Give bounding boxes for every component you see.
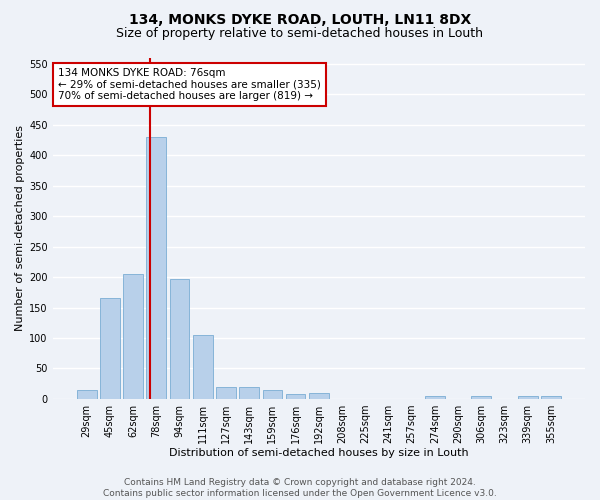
Bar — [216, 387, 236, 399]
Bar — [263, 390, 282, 399]
Text: 134 MONKS DYKE ROAD: 76sqm
← 29% of semi-detached houses are smaller (335)
70% o: 134 MONKS DYKE ROAD: 76sqm ← 29% of semi… — [58, 68, 321, 101]
Text: 134, MONKS DYKE ROAD, LOUTH, LN11 8DX: 134, MONKS DYKE ROAD, LOUTH, LN11 8DX — [129, 12, 471, 26]
Bar — [123, 274, 143, 399]
Bar — [309, 393, 329, 399]
X-axis label: Distribution of semi-detached houses by size in Louth: Distribution of semi-detached houses by … — [169, 448, 469, 458]
Bar — [100, 298, 120, 399]
Bar — [541, 396, 561, 399]
Bar — [170, 279, 190, 399]
Bar — [77, 390, 97, 399]
Bar — [193, 335, 212, 399]
Bar — [425, 396, 445, 399]
Text: Contains HM Land Registry data © Crown copyright and database right 2024.
Contai: Contains HM Land Registry data © Crown c… — [103, 478, 497, 498]
Bar — [518, 396, 538, 399]
Bar — [146, 137, 166, 399]
Bar — [286, 394, 305, 399]
Text: Size of property relative to semi-detached houses in Louth: Size of property relative to semi-detach… — [116, 28, 484, 40]
Y-axis label: Number of semi-detached properties: Number of semi-detached properties — [15, 125, 25, 331]
Bar — [239, 387, 259, 399]
Bar — [472, 396, 491, 399]
